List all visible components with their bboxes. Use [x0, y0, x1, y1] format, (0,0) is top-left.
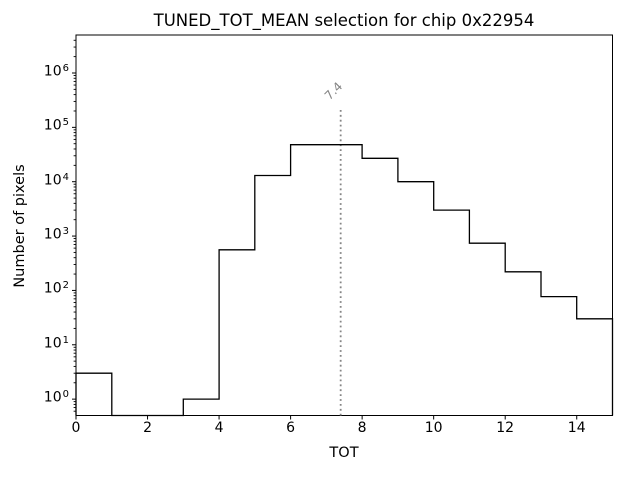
x-tick-label: 6	[286, 420, 296, 436]
y-tick-label: 102	[43, 280, 69, 298]
chart-title: TUNED_TOT_MEAN selection for chip 0x2295…	[153, 11, 535, 30]
histogram-step-line	[75, 144, 614, 417]
y-tick-label: 103	[43, 226, 69, 243]
y-tick-label: 105	[43, 117, 69, 134]
x-tick-label: 14	[567, 420, 586, 436]
y-tick-label: 100	[43, 389, 69, 406]
y-tick-label: 101	[43, 334, 69, 352]
x-tick-label: 0	[71, 420, 81, 436]
y-tick-label: 106	[43, 62, 69, 80]
x-tick-label: 12	[496, 420, 515, 436]
x-tick-label: 4	[214, 420, 224, 436]
x-tick-label: 8	[357, 420, 367, 436]
x-tick-label: 10	[424, 420, 443, 436]
x-axis-label: TOT	[329, 445, 359, 461]
x-tick-label: 2	[143, 420, 152, 436]
y-tick-label: 104	[43, 171, 69, 189]
axes-frame	[75, 34, 613, 416]
